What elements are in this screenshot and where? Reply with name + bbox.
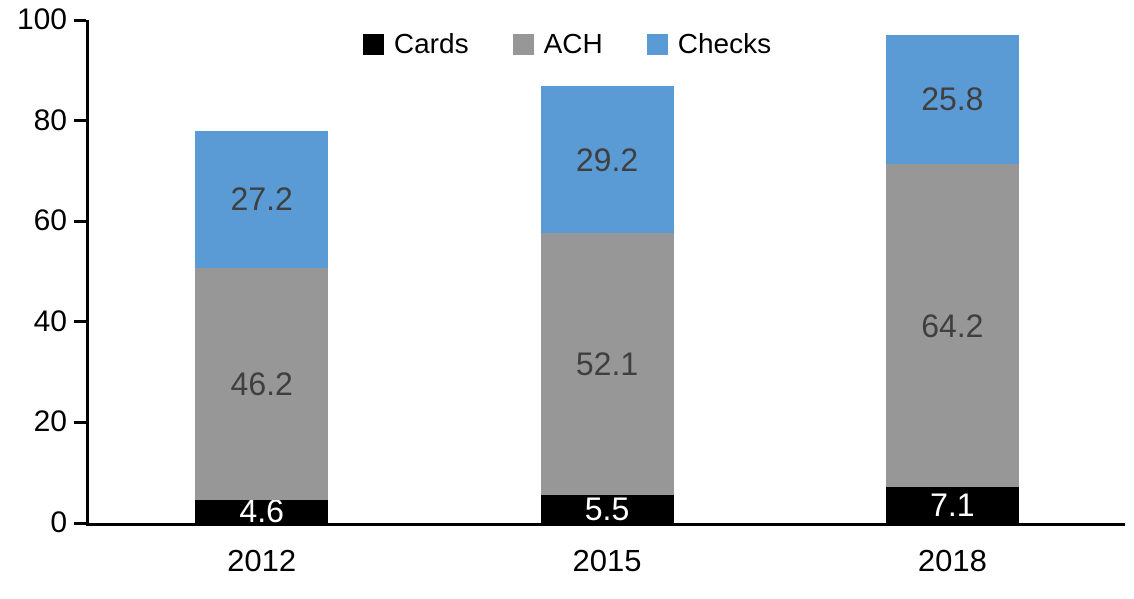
- data-label-ach-2015: 52.1: [575, 346, 639, 383]
- x-axis-label-2018: 2018: [917, 543, 987, 578]
- data-label-ach-2012: 46.2: [230, 365, 293, 402]
- data-label-checks-2018: 25.8: [921, 81, 984, 118]
- y-axis-tick-label-20: 20: [33, 405, 67, 439]
- bar-2018: 7.1 64.2 25.8: [885, 34, 1019, 524]
- bar-segment-ach-2012: 46.2: [195, 267, 329, 500]
- data-label-cards-2015: 5.5: [584, 491, 630, 528]
- bar-segment-checks-2018: 25.8: [885, 34, 1019, 165]
- y-axis-tick-100: [74, 18, 86, 22]
- bar-2012: 4.6 46.2 27.2: [195, 130, 329, 527]
- y-axis-tick-label-40: 40: [33, 304, 67, 338]
- y-axis-tick-label-100: 100: [16, 3, 67, 36]
- bar-segment-ach-2018: 64.2: [885, 164, 1019, 488]
- data-label-cards-2018: 7.1: [930, 487, 975, 524]
- bar-segment-checks-2012: 27.2: [195, 130, 329, 268]
- bar-segment-cards-2018: 7.1: [885, 487, 1019, 524]
- data-label-ach-2018: 64.2: [921, 307, 984, 344]
- y-axis-tick-80: [74, 119, 86, 123]
- bar-segment-cards-2012: 4.6: [195, 495, 329, 527]
- bar-segment-checks-2015: 29.2: [540, 86, 674, 234]
- data-label-checks-2012: 27.2: [230, 181, 293, 218]
- y-axis-tick-60: [74, 219, 86, 223]
- bar-segment-cards-2015: 5.5: [540, 491, 674, 528]
- y-axis-tick-label-0: 0: [50, 506, 67, 539]
- bar-segment-ach-2015: 52.1: [540, 233, 674, 496]
- y-axis-tick-label-60: 60: [33, 204, 67, 238]
- x-axis-label-2015: 2015: [572, 543, 642, 578]
- y-axis-tick-40: [74, 320, 86, 324]
- plot-area: 0 20 40 60 80 100 4.6 46.2 27.2 2012 5.5 52.1 29.2 20…: [17, 5, 1125, 578]
- y-axis-tick-20: [74, 420, 86, 424]
- bar-2015: 5.5 52.1 29.2: [540, 86, 674, 528]
- y-axis-tick-label-80: 80: [33, 103, 67, 137]
- data-label-cards-2012: 4.6: [239, 493, 284, 530]
- data-label-checks-2015: 29.2: [575, 141, 639, 178]
- x-axis-label-2012: 2012: [227, 543, 297, 578]
- y-axis-tick-0: [74, 521, 86, 525]
